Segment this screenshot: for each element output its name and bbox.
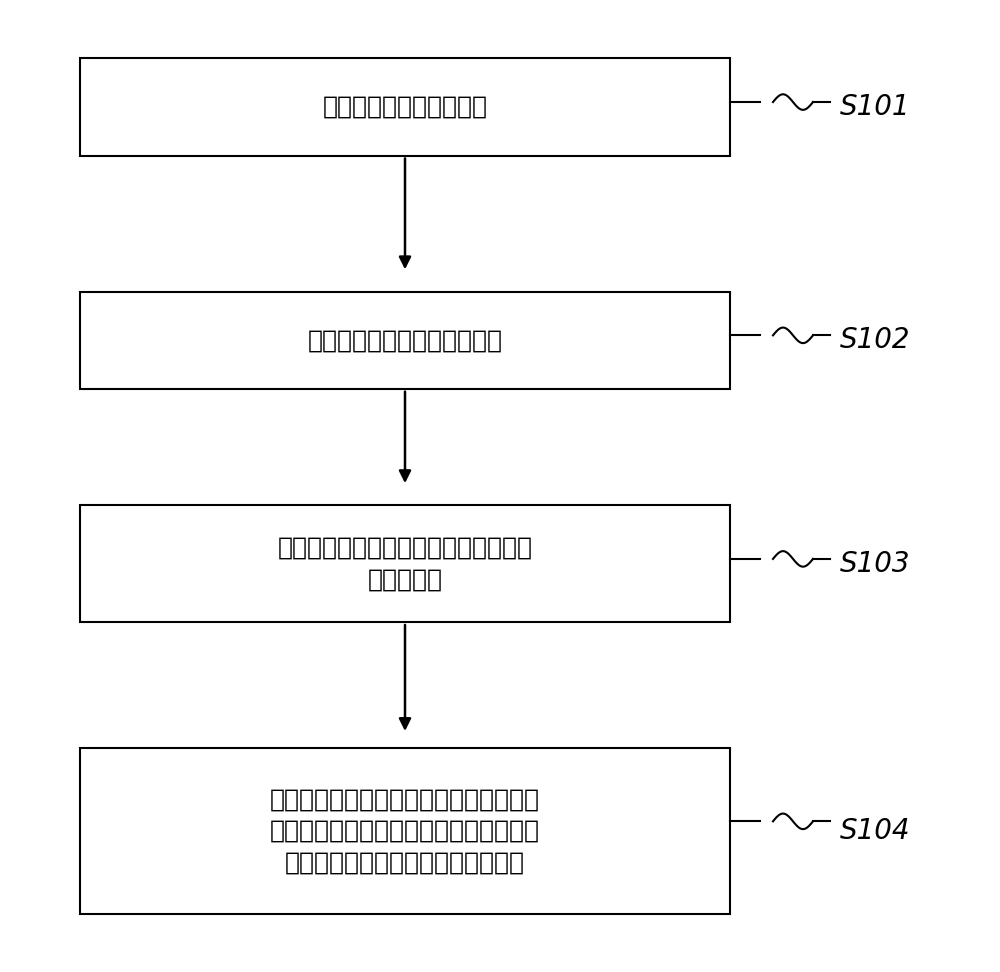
Text: S102: S102 (840, 327, 910, 354)
FancyBboxPatch shape (80, 58, 730, 156)
Text: S104: S104 (840, 817, 910, 845)
Text: 统计所述负荷数据的标准差，获得区分负
荷稳定状态与负荷非稳定状态的标准差阈
值，确定火电机组的负荷稳定状态。: 统计所述负荷数据的标准差，获得区分负 荷稳定状态与负荷非稳定状态的标准差阈 值，… (270, 787, 540, 875)
Text: 将所述负荷数据存储到数据库: 将所述负荷数据存储到数据库 (308, 329, 503, 352)
FancyBboxPatch shape (80, 748, 730, 914)
FancyBboxPatch shape (80, 505, 730, 622)
Text: S103: S103 (840, 550, 910, 577)
Text: S101: S101 (840, 93, 910, 121)
FancyBboxPatch shape (80, 292, 730, 389)
Text: 根据所述负荷数据计算获得所述负荷数
据的标准差: 根据所述负荷数据计算获得所述负荷数 据的标准差 (278, 536, 532, 592)
Text: 获取火电机组的负荷数据: 获取火电机组的负荷数据 (322, 95, 488, 119)
